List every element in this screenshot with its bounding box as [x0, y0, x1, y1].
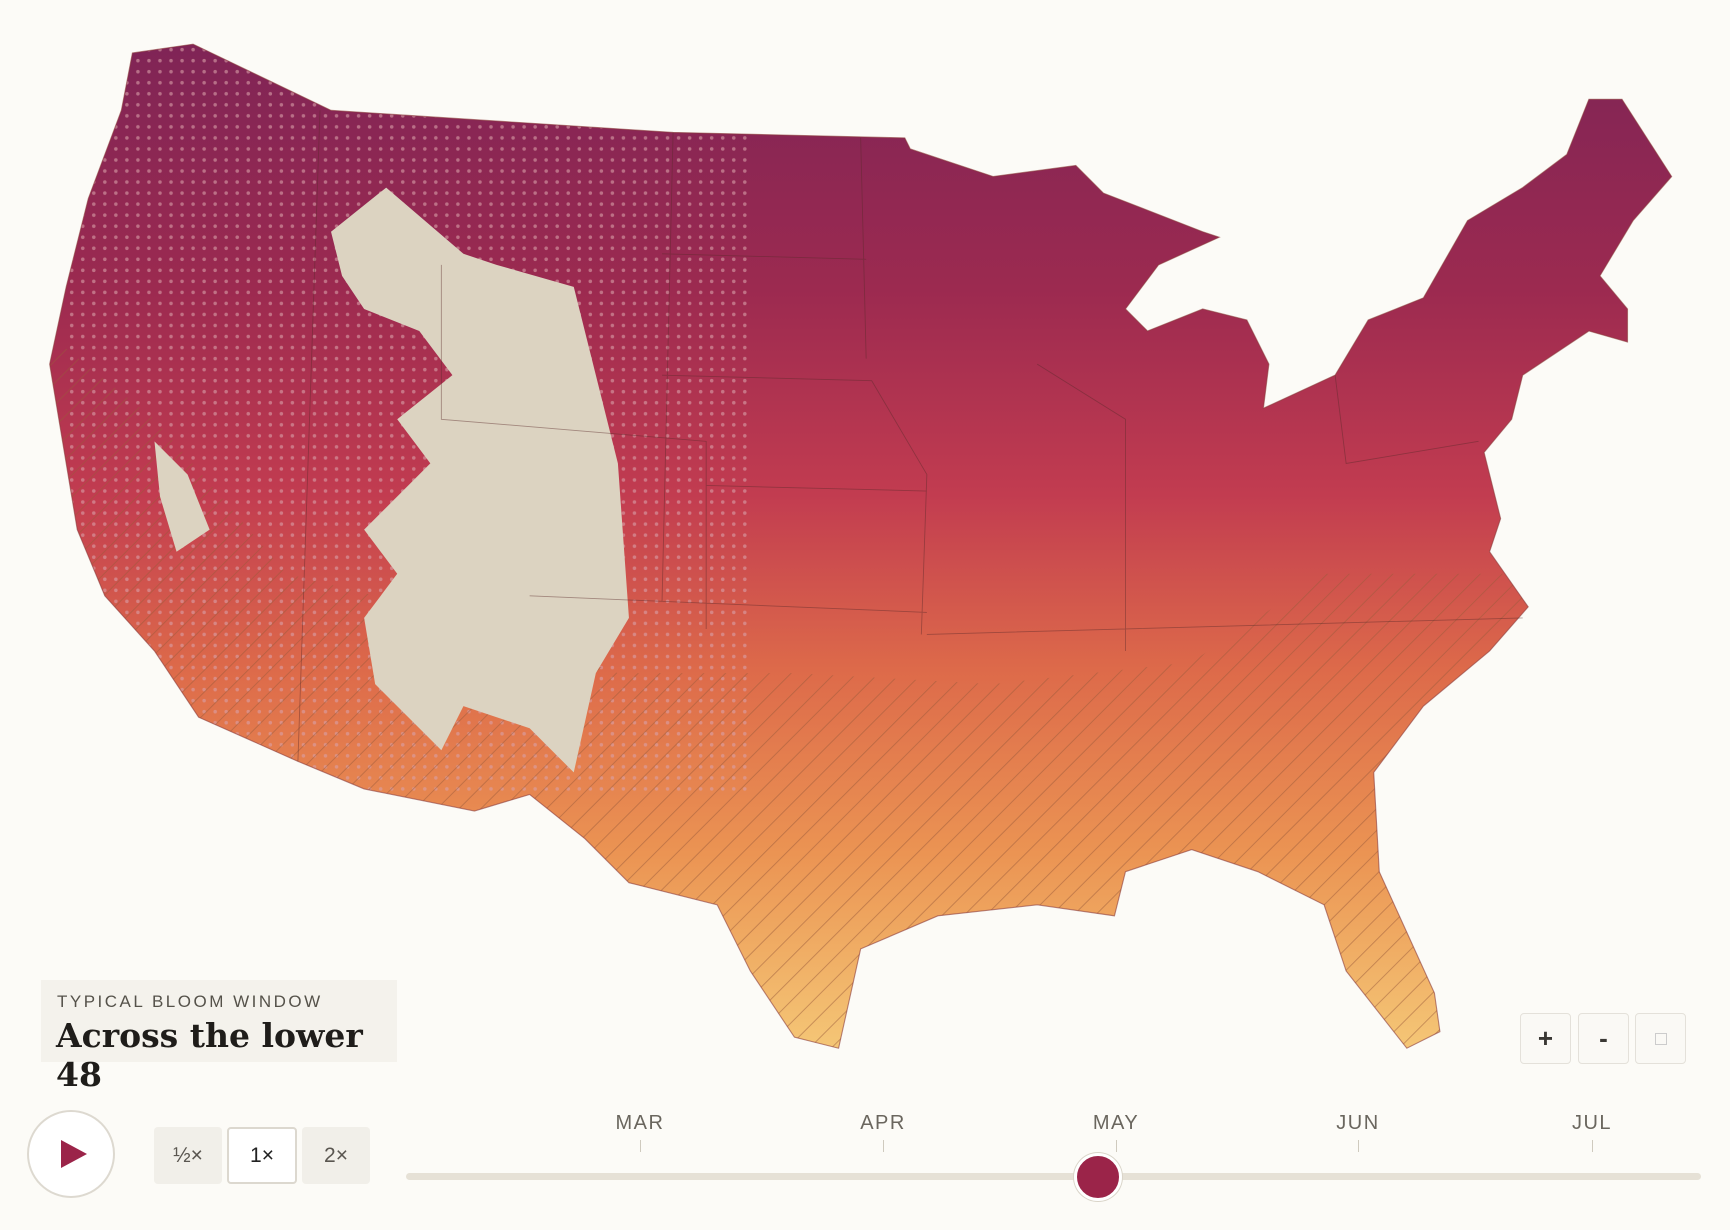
speed-button[interactable]: 2× — [302, 1127, 370, 1184]
zoom-out[interactable]: - — [1578, 1013, 1629, 1064]
month-label: JUN — [1336, 1112, 1380, 1134]
reset-icon — [1654, 1032, 1667, 1045]
month-tick — [1116, 1140, 1117, 1152]
speed-button[interactable]: ½× — [154, 1127, 222, 1184]
map — [49, 43, 1673, 1049]
month-tick — [640, 1140, 641, 1152]
month-label: JUL — [1571, 1112, 1613, 1134]
zoom-in[interactable]: + — [1520, 1013, 1571, 1064]
slider-track[interactable] — [406, 1173, 1701, 1180]
speed-button[interactable]: 1× — [227, 1127, 297, 1184]
month-label: MAR — [615, 1112, 665, 1134]
play-icon — [61, 1140, 87, 1168]
month-label: MAY — [1092, 1112, 1140, 1134]
month-label: APR — [860, 1112, 906, 1134]
legend-title: Across the lower 48 — [56, 1016, 363, 1094]
month-tick — [1358, 1140, 1359, 1152]
legend-eyebrow: TYPICAL BLOOM WINDOW — [57, 992, 323, 1011]
zoom-reset[interactable] — [1635, 1013, 1686, 1064]
slider-thumb[interactable] — [1074, 1153, 1122, 1201]
month-tick — [883, 1140, 884, 1152]
legend: TYPICAL BLOOM WINDOW Across the lower 48 — [41, 980, 397, 1094]
month-tick — [1592, 1140, 1593, 1152]
play-button[interactable] — [27, 1110, 115, 1198]
